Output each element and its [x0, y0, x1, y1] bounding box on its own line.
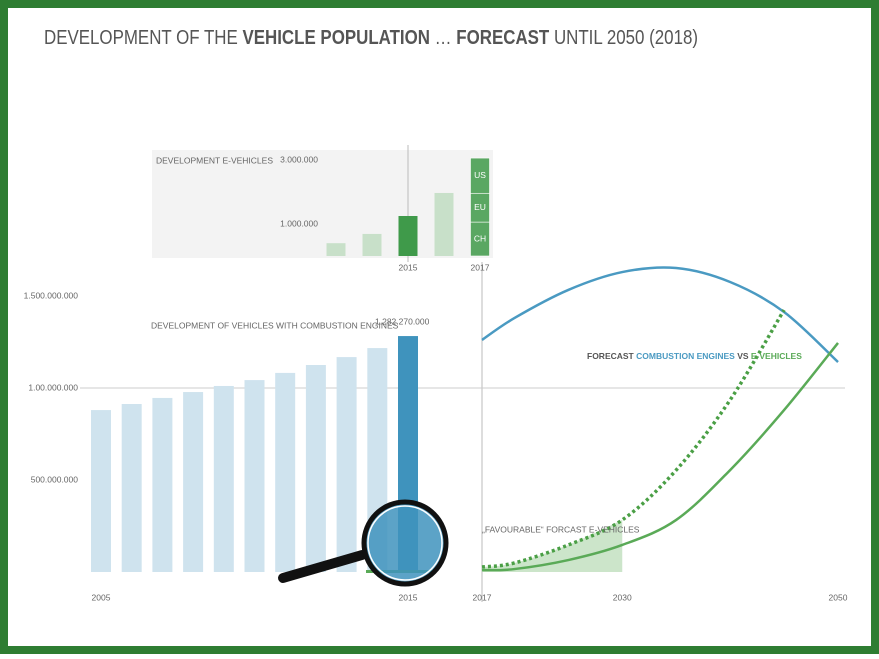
value-label: 1.282.270.000 — [375, 316, 430, 326]
y-tick-label: 1.000.000 — [280, 218, 318, 228]
legend-entry: COMBUSTION ENGINES — [636, 351, 735, 361]
title-part: VEHICLE POPULATION — [242, 27, 430, 49]
legend-entry: „FAVOURABLE“ FORCAST E-VEHICLES — [482, 524, 640, 534]
y-tick-label: 1.500.000.000 — [24, 290, 79, 300]
y-tick-label: 1.00.000.000 — [28, 382, 78, 392]
bar — [362, 233, 382, 256]
bar — [326, 243, 346, 256]
magnifier-rim — [367, 505, 443, 581]
bar — [183, 392, 204, 572]
forecast-title: FORECAST COMBUSTION ENGINES VS E-VEHICLE… — [587, 351, 802, 361]
magnifier-handle — [278, 550, 367, 583]
title-part: DEVELOPMENT OF THE — [44, 27, 242, 49]
bar — [244, 380, 265, 572]
bar — [152, 397, 173, 572]
segment-label: CH — [474, 233, 486, 243]
y-tick-label: 3.000.000 — [280, 154, 318, 164]
x-tick-label: 2017 — [471, 262, 490, 272]
bar — [305, 365, 326, 572]
bar — [336, 357, 357, 572]
segment-label: US — [474, 170, 486, 180]
series-line — [481, 342, 839, 572]
title-part: FORECAST — [587, 351, 636, 361]
title-part: VS — [735, 351, 751, 361]
segment-label: EU — [474, 202, 486, 212]
page-title: DEVELOPMENT OF THE VEHICLE POPULATION … … — [44, 27, 698, 49]
chart-title: DEVELOPMENT OF VEHICLES WITH COMBUSTION … — [151, 320, 399, 330]
x-tick-label: 2030 — [613, 592, 632, 602]
title-part: … — [430, 27, 456, 49]
x-tick-label: 2015 — [399, 262, 418, 272]
bar — [398, 216, 418, 256]
stack-segment — [470, 157, 490, 194]
plot: 500.000.000 1.00.000.000 1.500.000.000 DEVE… — [24, 154, 848, 602]
title-part: FORECAST — [456, 27, 549, 49]
bar — [91, 410, 111, 572]
x-tick-label: 2017 — [473, 592, 492, 602]
x-tick-label: 2015 — [399, 592, 418, 602]
x-tick-label: 2050 — [829, 592, 848, 602]
bar — [213, 385, 234, 572]
bar — [121, 404, 142, 572]
chart-title: DEVELOPMENT E-VEHICLES — [156, 155, 273, 165]
x-tick-label: 2005 — [92, 592, 111, 602]
y-tick-label: 500.000.000 — [31, 474, 79, 484]
magnifier — [278, 499, 449, 587]
shade-area — [482, 519, 623, 572]
bar — [275, 372, 296, 572]
series-line — [481, 309, 786, 569]
legend-entry: E-VEHICLES — [751, 351, 802, 361]
magnifier-lens — [361, 499, 449, 587]
title-part: UNTIL 2050 (2018) — [549, 27, 698, 49]
bar — [434, 192, 454, 256]
